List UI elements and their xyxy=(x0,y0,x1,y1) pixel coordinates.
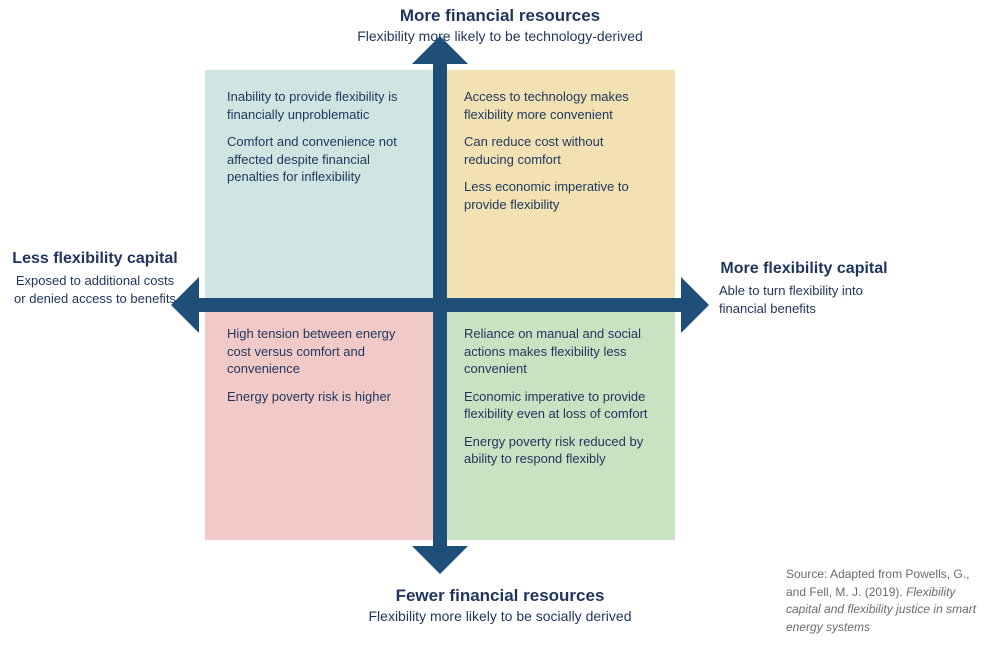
axis-right-sub: Able to turn flexibility into financial … xyxy=(719,282,889,317)
axis-top-title: More financial resources xyxy=(0,6,1000,26)
quadrant-diagram: More financial resources Flexibility mor… xyxy=(0,0,1000,650)
quad-text: Access to technology makes flexibility m… xyxy=(464,88,655,123)
axis-left-title: Less flexibility capital xyxy=(10,250,180,268)
quadrant-bottom-left: High tension between energy cost versus … xyxy=(205,307,438,540)
axis-top-sub: Flexibility more likely to be technology… xyxy=(0,28,1000,44)
axis-top-label: More financial resources Flexibility mor… xyxy=(0,6,1000,44)
quad-text: Energy poverty risk reduced by ability t… xyxy=(464,433,655,468)
quad-text: Comfort and conve­nience not affected de… xyxy=(227,133,418,186)
quadrant-top-left: Inability to provide flexibility is fina… xyxy=(205,70,438,303)
quad-text: Inability to provide flexibility is fina… xyxy=(227,88,418,123)
quadrant-bottom-right: Reliance on manual and social actions ma… xyxy=(442,307,675,540)
quad-text: Can reduce cost without reducing comfort xyxy=(464,133,655,168)
axis-left-label: Less flexibility capital Exposed to addi… xyxy=(10,250,180,307)
source-citation: Source: Adapted from Powells, G., and Fe… xyxy=(786,566,986,636)
quad-text: Energy poverty risk is higher xyxy=(227,388,418,406)
horizontal-axis-arrow xyxy=(171,277,709,333)
quad-text: Economic imperative to provide flexibili… xyxy=(464,388,655,423)
axis-right-title: More flexibility capital xyxy=(719,260,889,278)
axis-left-sub: Exposed to additional costs or denied ac… xyxy=(10,272,180,307)
axis-right-label: More flexibility capital Able to turn fl… xyxy=(719,260,889,317)
quad-text: Less economic imperative to provide flex… xyxy=(464,178,655,213)
quadrant-top-right: Access to technology makes flexibility m… xyxy=(442,70,675,303)
